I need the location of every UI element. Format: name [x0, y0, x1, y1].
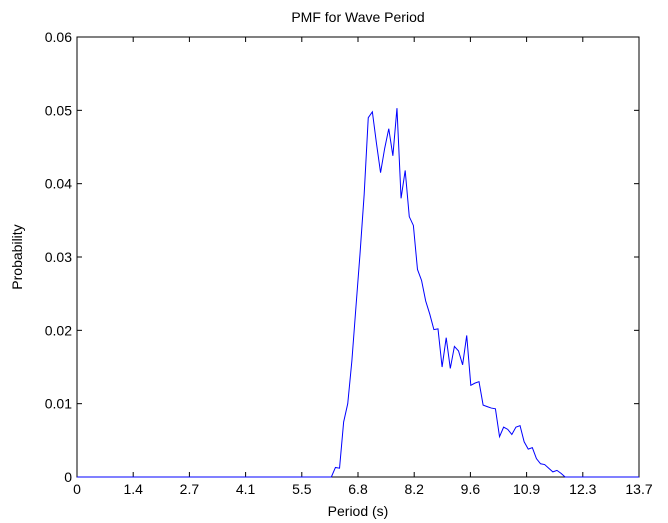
y-tick-label: 0.06	[45, 29, 72, 45]
x-tick-label: 2.7	[180, 481, 200, 497]
y-tick-label: 0.05	[45, 102, 72, 118]
x-axis: 0 1.4 2.7 4.1 5.5 6.8 8.2 9.6 10.9 12.3 13.7	[73, 37, 653, 497]
axes-box	[76, 36, 640, 478]
x-tick-label: 5.5	[292, 481, 312, 497]
x-tick-label: 6.8	[348, 481, 368, 497]
x-tick-label: 10.9	[513, 481, 540, 497]
x-tick-label: 9.6	[461, 481, 481, 497]
x-tick-label: 8.2	[404, 481, 424, 497]
x-tick-label: 13.7	[625, 481, 652, 497]
y-tick-label: 0.02	[45, 322, 72, 338]
y-tick-label: 0.04	[45, 176, 72, 192]
plot-area	[76, 36, 640, 478]
x-tick-label: 1.4	[123, 481, 143, 497]
y-axis-label: Probability	[9, 224, 25, 289]
x-tick-label: 12.3	[569, 481, 596, 497]
x-tick-label: 4.1	[236, 481, 256, 497]
y-axis: 0 0.01 0.02 0.03 0.04 0.05 0.06	[45, 29, 639, 485]
x-tick-label: 0	[73, 481, 81, 497]
y-tick-label: 0	[64, 469, 72, 485]
x-axis-label: Period (s)	[328, 503, 389, 519]
y-tick-label: 0.03	[45, 249, 72, 265]
series-line	[77, 108, 639, 478]
chart-title: PMF for Wave Period	[291, 9, 424, 25]
y-tick-label: 0.01	[45, 396, 72, 412]
